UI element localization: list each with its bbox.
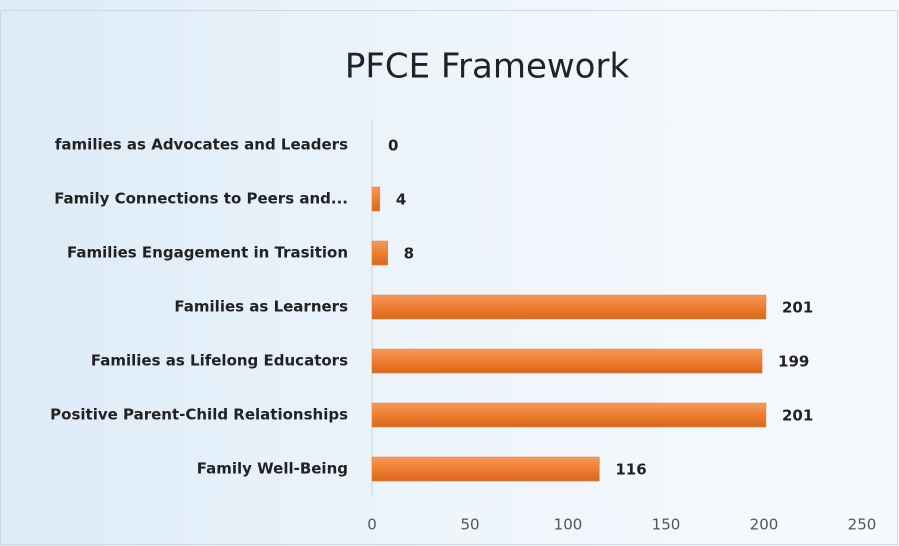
x-tick-label: 200 <box>750 516 779 534</box>
frame <box>0 10 898 545</box>
bar <box>371 402 767 428</box>
x-tick-label: 50 <box>460 516 479 534</box>
data-label: 201 <box>782 407 813 425</box>
data-label: 116 <box>615 461 646 479</box>
x-tick-label: 150 <box>652 516 681 534</box>
data-label: 8 <box>404 245 414 263</box>
y-tick-label: Families Engagement in Trasition <box>67 244 348 262</box>
y-tick-label: Families as Learners <box>174 298 348 316</box>
x-tick-label: 100 <box>554 516 583 534</box>
data-label: 0 <box>388 137 398 155</box>
chart-title: PFCE Framework <box>345 47 630 87</box>
y-tick-label: Positive Parent-Child Relationships <box>50 406 348 424</box>
x-tick-label: 0 <box>367 516 377 534</box>
data-label: 199 <box>778 353 809 371</box>
bar <box>371 240 388 266</box>
bar <box>371 186 381 212</box>
y-tick-label: Family Well-Being <box>197 460 348 478</box>
x-tick-label: 250 <box>848 516 877 534</box>
y-tick-label: families as Advocates and Leaders <box>55 136 348 154</box>
bar <box>371 456 600 482</box>
y-tick-label: Family Connections to Peers and... <box>54 190 348 208</box>
bar <box>371 294 767 320</box>
y-tick-label: Families as Lifelong Educators <box>91 352 348 370</box>
data-label: 201 <box>782 299 813 317</box>
bar <box>371 348 763 374</box>
data-label: 4 <box>396 191 406 209</box>
